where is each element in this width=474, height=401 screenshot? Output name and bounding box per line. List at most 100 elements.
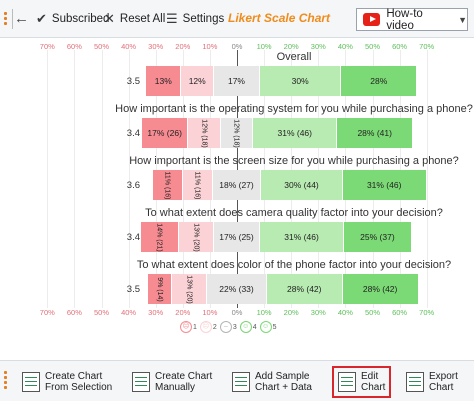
segment-label: 11% (16) [163,171,171,199]
likert-segment-1: 11% (16) [152,170,183,200]
sad-face-icon: ☹ [199,321,212,333]
create-chart-manually-button[interactable]: Create Chart Manually [132,367,212,397]
sliders-icon: ☰ [166,11,178,26]
question-title: Overall [276,51,312,63]
very-sad-face-icon: ☹ [180,321,192,333]
settings-button[interactable]: ☰ Settings [166,9,224,29]
axis-tick-label-bottom: 20% [175,308,191,317]
axis-tick-label-bottom: 70% [39,308,55,317]
export-icon [406,372,424,392]
subscribed-button[interactable]: ✔ Subscribed [36,9,109,29]
likert-segment-2: 12% [181,66,214,96]
add-sample-chart-button[interactable]: Add Sample Chart + Data [232,367,312,397]
axis-tick-label-bottom: 60% [392,308,408,317]
gridline [128,50,130,308]
likert-segment-5: 31% (46) [342,170,427,200]
axis-tick-label-top: 10% [256,42,272,51]
create-manual-line1: Create Chart [155,371,213,382]
segment-label: 17% [227,76,245,86]
axis-tick-label-bottom: 50% [364,308,380,317]
likert-segment-2: 11% (16) [182,170,213,200]
reset-all-button[interactable]: ✕ Reset All [104,9,165,29]
create-selection-line1: Create Chart [45,371,103,382]
subscribed-label: Subscribed [51,13,110,25]
edit-chart-button[interactable]: Edit Chart [332,366,392,398]
neutral-face-icon: – [219,321,232,333]
axis-tick-label-bottom: 30% [310,308,326,317]
axis-tick-label-top: 0% [231,42,243,51]
segment-label: 13% (20) [185,274,193,304]
segment-label: 18% (27) [219,180,254,190]
edit-chart-icon [338,372,356,392]
likert-segment-2: 13% (20) [178,222,214,252]
segment-label: 12% [188,76,206,86]
create-chart-from-selection-button[interactable]: Create Chart From Selection [22,367,112,397]
likert-segment-1: 13% [146,66,182,96]
segment-label: 31% (46) [277,128,313,138]
how-to-video-button[interactable]: How-to video ▼ [356,8,468,32]
likert-segment-3: 22% (33) [207,274,267,304]
chevron-down-icon: ▼ [458,14,467,25]
legend-item: ☺ 4 [239,321,257,333]
likert-segment-4: 31% (46) [260,222,345,252]
axis-tick-label-top: 40% [121,42,137,51]
likert-segment-5: 28% (42) [342,274,419,304]
table-edit-icon [132,372,150,392]
export-chart-button[interactable]: Export Chart [406,367,458,397]
edit-line1: Edit [361,371,379,382]
create-selection-line2: From Selection [45,382,113,393]
likert-chart: 70% 60% 50% 40% 30% 20% 10% 0% 10% 20% 30% 40% 50% 60… [0,38,474,360]
segment-label: 28% (42) [286,284,322,294]
legend-label: 4 [252,323,257,331]
close-icon: ✕ [104,11,115,26]
drag-handle-icon[interactable] [4,12,7,26]
likert-segment-1: 17% (26) [142,118,189,148]
likert-segment-4: 28% (42) [266,274,343,304]
likert-segment-1: 14% (21) [140,222,179,252]
likert-segment-4: 30% [260,66,342,96]
axis-tick-label-bottom: 20% [283,308,299,317]
likert-segment-5: 28% [341,66,418,96]
question-title: How important is the operating system fo… [115,103,473,115]
segment-label: 31% (46) [284,232,319,242]
axis-tick-label-bottom: 30% [148,308,164,317]
segment-label: 28% [370,76,388,86]
axis-tick-label-bottom: 40% [337,308,353,317]
likert-segment-3: 17% [213,66,261,96]
average-score: 3.5 [126,284,140,295]
gridline [47,50,49,308]
axis-tick-label-bottom: 70% [419,308,435,317]
axis-tick-label-top: 40% [337,42,353,51]
axis-tick-label-top: 60% [392,42,408,51]
axis-tick-label-bottom: 10% [202,308,218,317]
legend-item: ☹ 2 [199,321,217,333]
sample-chart-icon [232,372,250,392]
axis-tick-label-bottom: 0% [231,308,243,317]
back-arrow-icon[interactable]: ← [12,9,29,29]
gridline [426,50,428,308]
settings-label: Settings [182,13,225,25]
question-title: To what extent does camera quality facto… [145,207,443,219]
question-title: How important is the screen size for you… [129,155,459,167]
create-manual-line2: Manually [155,382,196,393]
legend-item: ☹ 1 [180,321,197,333]
segment-label: 30% (44) [284,180,319,190]
legend-label: 2 [212,323,217,331]
top-toolbar: ← ✔ Subscribed ✕ Reset All ☰ Settings Li… [0,0,474,38]
ribbon-drag-handle-icon[interactable] [4,371,7,391]
segment-label: 17% (25) [219,232,254,242]
axis-tick-label-top: 50% [93,42,109,51]
axis-tick-label-top: 70% [39,42,55,51]
axis-tick-label-bottom: 50% [93,308,109,317]
average-score: 3.4 [126,128,140,139]
axis-tick-label-top: 60% [66,42,82,51]
likert-segment-5: 28% (41) [337,118,414,148]
segment-label: 31% (46) [366,180,402,190]
segment-label: 9% (14) [155,276,163,302]
gridline [74,50,76,308]
reset-all-label: Reset All [119,13,166,25]
axis-tick-label-bottom: 10% [256,308,272,317]
axis-tick-label-top: 70% [419,42,435,51]
segment-label: 12% (18) [232,118,240,148]
legend-label: 1 [193,323,197,331]
